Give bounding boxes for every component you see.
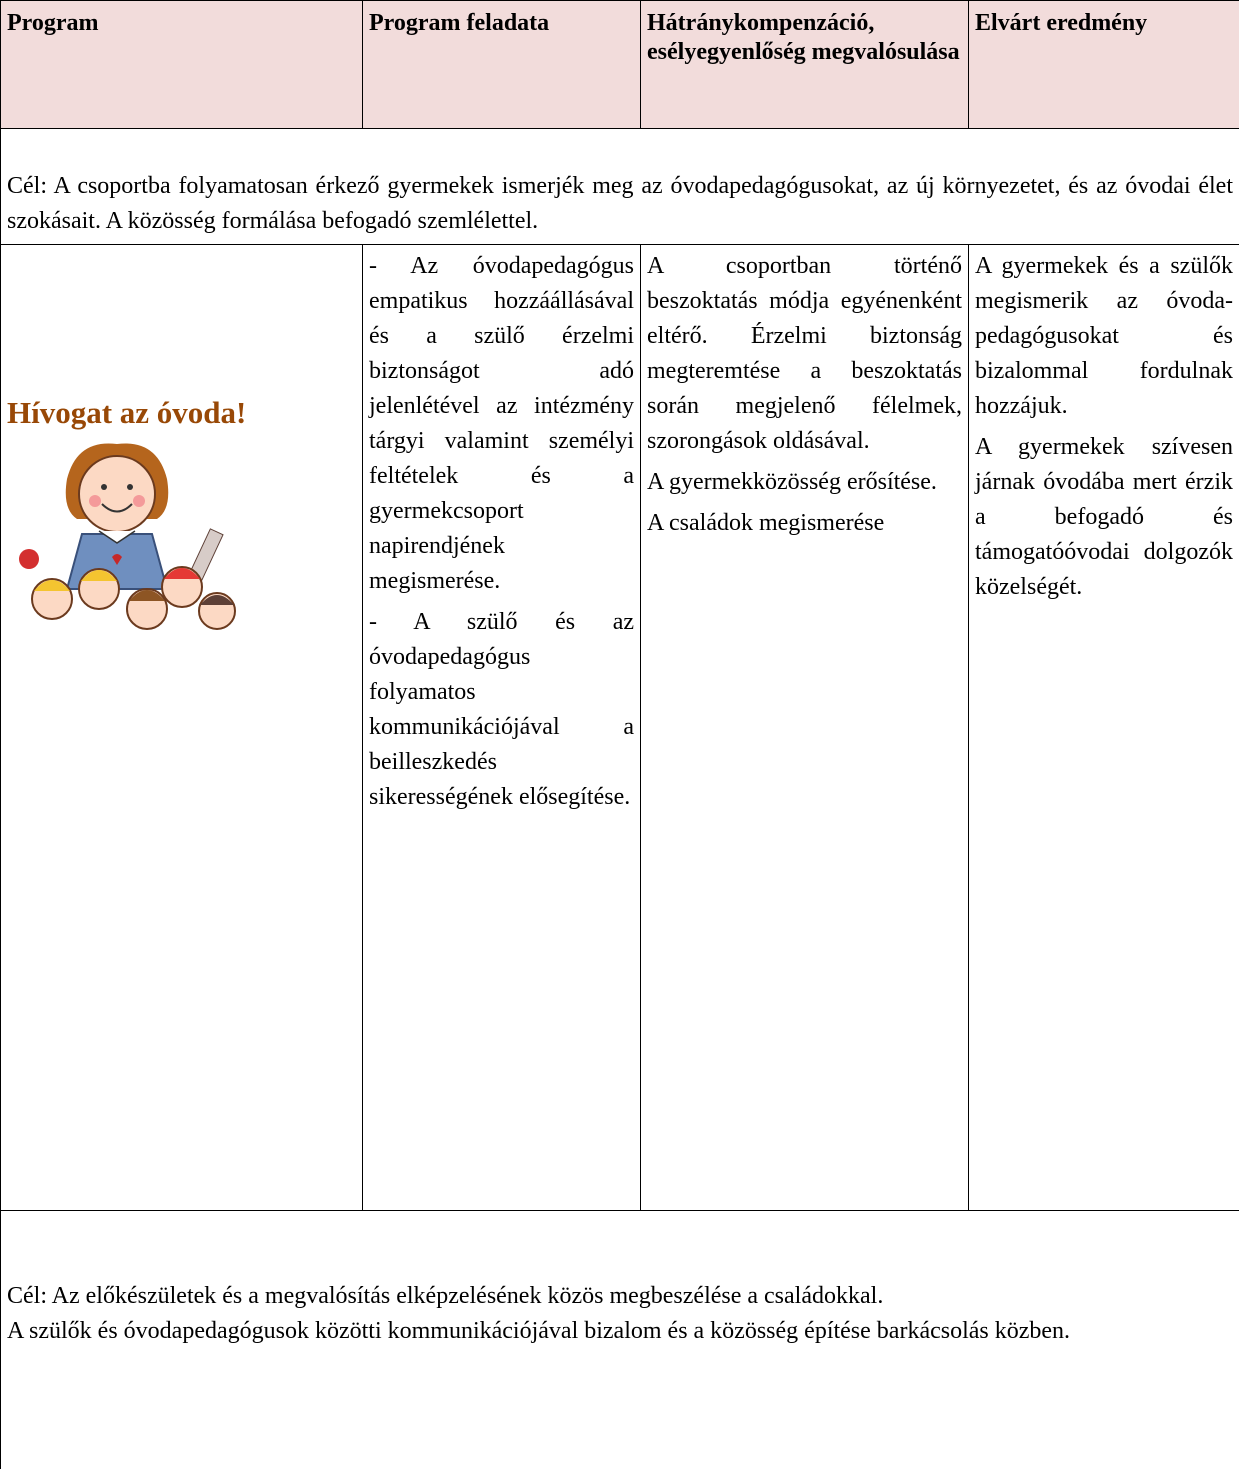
- face: [79, 456, 155, 532]
- page: Program Program feladata Hátránykompenzá…: [0, 0, 1239, 1247]
- results-cell: A gyermekek és a szülők megismerik az óv…: [969, 245, 1239, 1211]
- apple: [19, 549, 39, 569]
- header-cell: Program: [1, 1, 363, 129]
- kids-clipart: [7, 439, 247, 639]
- header-cell: Hátránykompenzáció, esélyegyenlőség megv…: [641, 1, 969, 129]
- result-text: A gyermekek és a szülők megismerik az óv…: [975, 249, 1233, 424]
- eye: [101, 484, 107, 490]
- task-text: - Az óvodapedagógus empatikus hozzáállás…: [369, 249, 634, 599]
- compensation-text: A csoportban történő beszoktatás módja e…: [647, 249, 962, 459]
- cheek: [89, 495, 101, 507]
- compensation-text: A családok megismerése: [647, 506, 962, 541]
- goal-text: A szülők és óvodapedagógusok közötti kom…: [7, 1314, 1233, 1349]
- program-cell: Hívogat az óvoda!: [1, 245, 363, 1211]
- goal-row: Cél: Az előkészületek és a megvalósítás …: [1, 1211, 1239, 1469]
- header-cell: Program feladata: [363, 1, 641, 129]
- header-row: Program Program feladata Hátránykompenzá…: [1, 1, 1239, 129]
- goal-cell: Cél: A csoportba folyamatosan érkező gye…: [1, 129, 1239, 245]
- eye: [127, 484, 133, 490]
- child-hair: [34, 580, 70, 591]
- goal-text: Cél: Az előkészületek és a megvalósítás …: [7, 1279, 1233, 1314]
- compensation-text: A gyermekközösség erősítése.: [647, 465, 962, 500]
- header-cell: Elvárt eredmény: [969, 1, 1239, 129]
- goal-row: Cél: A csoportba folyamatosan érkező gye…: [1, 129, 1239, 245]
- task-text: - A szülő és az óvodapedagógus folyamato…: [369, 605, 634, 815]
- cheek: [133, 495, 145, 507]
- result-text: A gyermekek szívesen járnak óvodába mert…: [975, 430, 1233, 605]
- goal-text: Cél: A csoportba folyamatosan érkező gye…: [7, 169, 1233, 239]
- goal-cell: Cél: Az előkészületek és a megvalósítás …: [1, 1211, 1239, 1469]
- tasks-cell: - Az óvodapedagógus empatikus hozzáállás…: [363, 245, 641, 1211]
- program-row: Hívogat az óvoda!: [1, 245, 1239, 1211]
- program-title: Hívogat az óvoda!: [7, 395, 356, 431]
- compensation-cell: A csoportban történő beszoktatás módja e…: [641, 245, 969, 1211]
- child-hair: [129, 590, 165, 601]
